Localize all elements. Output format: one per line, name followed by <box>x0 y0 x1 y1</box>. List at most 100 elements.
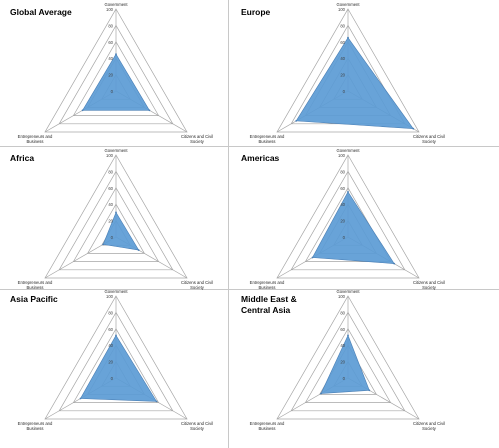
radar-gridline <box>276 8 420 133</box>
radar-axis-label: Citizens and Civil Society <box>413 421 445 431</box>
radar-axis-label-line: Entrepreneurs and <box>250 421 285 426</box>
radar-tick-label: 0 <box>343 376 346 381</box>
radar-data-point <box>115 53 117 55</box>
radar-data-point <box>155 400 158 403</box>
radar-axis-label-line: Entrepreneurs and <box>250 134 285 139</box>
radar-tick-label: 20 <box>340 73 345 78</box>
radar-gridline <box>290 311 406 412</box>
radar-tick-label: 80 <box>108 23 113 28</box>
radar-data-point <box>347 334 349 337</box>
radar-tick-label: 100 <box>106 153 114 158</box>
radar-tick-label: 80 <box>108 310 113 315</box>
radar-gridline <box>44 295 188 420</box>
radar-axis-label-line: Government <box>336 2 360 7</box>
radar-axis-label-line: Business <box>27 285 44 290</box>
panel-title-africa: Africa <box>10 153 35 163</box>
radar-tick-label: 40 <box>340 343 345 348</box>
radar-data-point <box>295 120 298 122</box>
radar-gridline <box>72 41 160 116</box>
radar-axis-label-line: Business <box>259 139 276 144</box>
radar-tick-label: 60 <box>108 327 113 332</box>
radar-tick-label: 100 <box>106 294 114 299</box>
radar-chart-3: 100 80 60 40 20 0 Government Citizens and Civil… <box>250 148 445 290</box>
radar-axis-label: Government <box>336 148 360 153</box>
radar-axis-label-line: Entrepreneurs and <box>18 280 53 285</box>
radar-data-point <box>148 109 151 112</box>
panel-title-middle-east-central-asia: Middle East & Central Asia <box>241 294 297 315</box>
panel-title-asia-pacific: Asia Pacific <box>10 294 58 304</box>
radar-tick-label: 60 <box>340 40 345 45</box>
radar-gridline <box>72 187 160 262</box>
radar-axis-label-line: Society <box>422 285 437 290</box>
radar-axis-label-line: Entrepreneurs and <box>18 421 53 426</box>
radar-axis-label-line: Government <box>104 2 128 7</box>
radar-axis-label: Citizens and Civil Society <box>413 134 445 144</box>
radar-chart-4: 100 80 60 40 20 0 Government Citizens and Civil… <box>18 289 213 431</box>
radar-data-point <box>347 191 349 193</box>
radar-axis-label-line: Government <box>336 289 360 294</box>
radar-tick-label: 0 <box>111 376 114 381</box>
radar-axis-label-line: Citizens and Civil <box>181 280 213 285</box>
radar-axis-label-line: Business <box>259 285 276 290</box>
radar-data-area <box>312 191 395 264</box>
radar-tick-label: 60 <box>340 327 345 332</box>
radar-tick-label: 20 <box>108 73 113 78</box>
radar-data-area <box>102 211 140 251</box>
vertical-divider <box>228 0 229 448</box>
radar-tick-label: 80 <box>108 169 113 174</box>
radar-data-point <box>102 243 105 246</box>
radar-axis-label-line: Society <box>422 426 437 431</box>
radar-data-area <box>82 53 150 111</box>
radar-tick-label: 20 <box>108 360 113 365</box>
radar-tick-label: 100 <box>106 7 114 12</box>
radar-data-point <box>79 397 82 400</box>
radar-axis-label: Entrepreneurs and Business <box>250 421 285 431</box>
radar-tick-label: 20 <box>340 219 345 224</box>
radar-axis-label-line: Entrepreneurs and <box>250 280 285 285</box>
radar-gridline <box>72 328 160 403</box>
radar-data-point <box>393 262 396 265</box>
radar-gridline <box>276 295 420 420</box>
radar-tick-label: 40 <box>108 343 113 348</box>
radar-axis-label: Citizens and Civil Society <box>181 280 213 290</box>
radar-chart-0: 100 80 60 40 20 0 Government Citizens and Civil… <box>18 2 213 144</box>
radar-data-point <box>311 256 314 259</box>
radar-tick-label: 0 <box>343 89 346 94</box>
radar-data-point <box>412 127 415 130</box>
radar-axis-label: Government <box>336 289 360 294</box>
radar-data-point <box>368 389 371 392</box>
radar-axis-label: Entrepreneurs and Business <box>18 134 53 144</box>
radar-tick-label: 100 <box>338 7 346 12</box>
radar-data-point <box>115 211 117 214</box>
radar-axis-label-line: Society <box>190 285 205 290</box>
radar-tick-label: 80 <box>340 310 345 315</box>
radar-gridline <box>58 170 174 271</box>
radar-tick-label: 40 <box>340 56 345 61</box>
radar-gridline <box>86 203 146 254</box>
radar-axis-label: Government <box>104 2 128 7</box>
radar-tick-label: 40 <box>108 202 113 207</box>
radar-tick-label: 60 <box>108 40 113 45</box>
radar-chart-5: 100 80 60 40 20 0 Government Citizens and Civil… <box>250 289 445 431</box>
radar-tick-label: 0 <box>343 235 346 240</box>
radar-axis-label-line: Society <box>422 139 437 144</box>
radar-axis-label: Entrepreneurs and Business <box>250 134 285 144</box>
horizontal-divider-2 <box>0 289 499 290</box>
radar-tick-label: 80 <box>340 23 345 28</box>
radar-tick-label: 100 <box>338 294 346 299</box>
radar-axis-label-line: Citizens and Civil <box>181 134 213 139</box>
radar-tick-label: 40 <box>108 56 113 61</box>
panel-title-europe: Europe <box>241 7 271 17</box>
radar-axis-label-line: Government <box>104 148 128 153</box>
radar-axis-label-line: Government <box>104 289 128 294</box>
radar-axis-label-line: Society <box>190 426 205 431</box>
radar-data-area <box>320 334 370 394</box>
radar-axis-label-line: Citizens and Civil <box>413 134 445 139</box>
radar-axis-label-line: Society <box>190 139 205 144</box>
radar-gridline <box>44 8 188 133</box>
radar-axis-label-line: Business <box>27 139 44 144</box>
panel-title-americas: Americas <box>241 153 280 163</box>
radar-axis-label-line: Government <box>336 148 360 153</box>
